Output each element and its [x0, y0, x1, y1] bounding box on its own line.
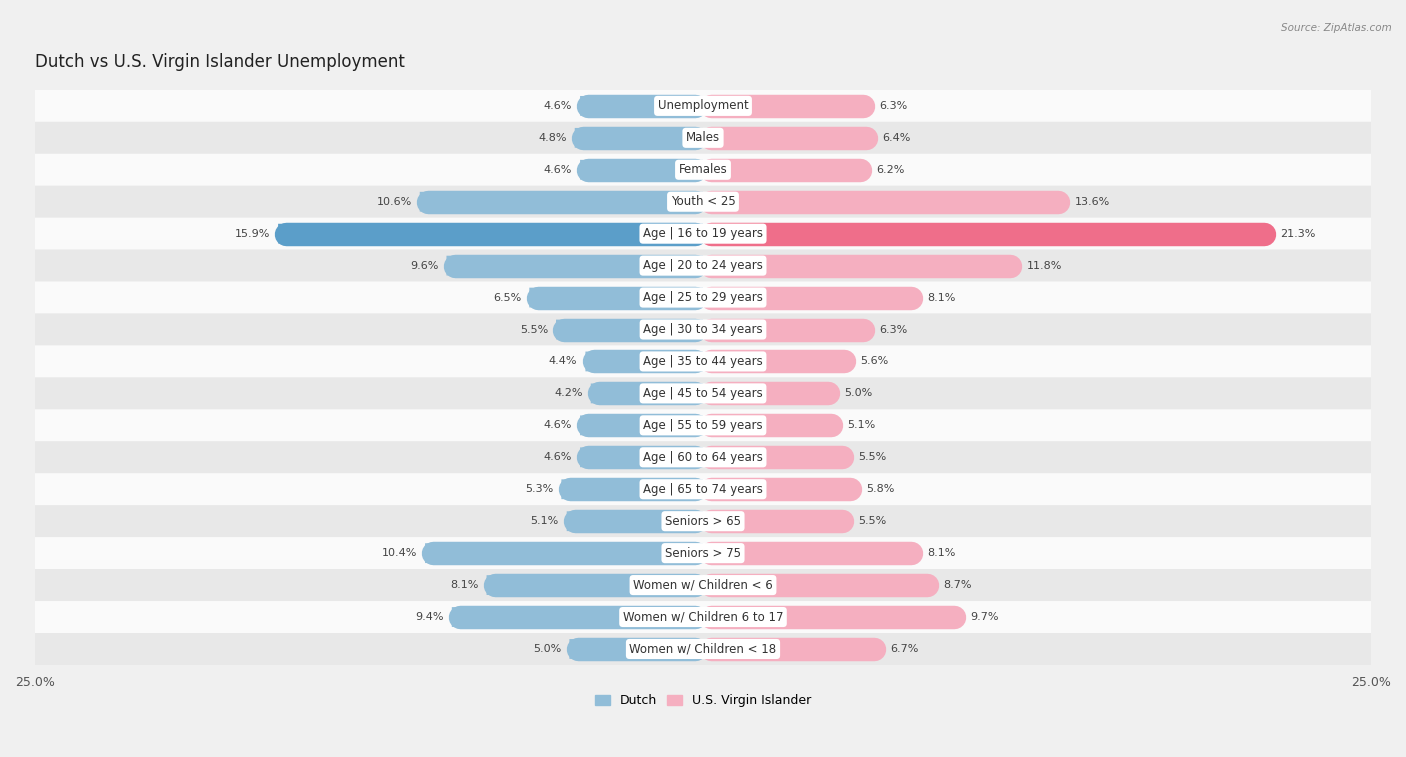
- FancyBboxPatch shape: [35, 505, 1371, 537]
- Text: 8.7%: 8.7%: [943, 580, 972, 590]
- Text: 10.6%: 10.6%: [377, 197, 412, 207]
- Text: 5.1%: 5.1%: [530, 516, 558, 526]
- Text: Age | 45 to 54 years: Age | 45 to 54 years: [643, 387, 763, 400]
- Text: 21.3%: 21.3%: [1281, 229, 1316, 238]
- Text: 11.8%: 11.8%: [1026, 260, 1062, 270]
- Text: Age | 16 to 19 years: Age | 16 to 19 years: [643, 227, 763, 240]
- Text: 4.6%: 4.6%: [544, 165, 572, 175]
- Text: Females: Females: [679, 164, 727, 176]
- Text: 8.1%: 8.1%: [928, 292, 956, 303]
- FancyBboxPatch shape: [447, 256, 703, 276]
- FancyBboxPatch shape: [35, 473, 1371, 505]
- FancyBboxPatch shape: [569, 639, 703, 659]
- Text: Age | 25 to 29 years: Age | 25 to 29 years: [643, 291, 763, 304]
- Text: 8.1%: 8.1%: [450, 580, 478, 590]
- Text: 4.4%: 4.4%: [548, 357, 578, 366]
- Text: 9.6%: 9.6%: [411, 260, 439, 270]
- Text: 15.9%: 15.9%: [235, 229, 270, 238]
- FancyBboxPatch shape: [451, 607, 703, 627]
- Text: Youth < 25: Youth < 25: [671, 195, 735, 208]
- Text: Women w/ Children 6 to 17: Women w/ Children 6 to 17: [623, 611, 783, 624]
- Text: Dutch vs U.S. Virgin Islander Unemployment: Dutch vs U.S. Virgin Islander Unemployme…: [35, 53, 405, 71]
- FancyBboxPatch shape: [35, 313, 1371, 345]
- Text: Unemployment: Unemployment: [658, 99, 748, 112]
- FancyBboxPatch shape: [35, 345, 1371, 378]
- Text: 5.6%: 5.6%: [860, 357, 889, 366]
- FancyBboxPatch shape: [581, 160, 703, 179]
- FancyBboxPatch shape: [278, 224, 703, 244]
- Text: 6.3%: 6.3%: [879, 325, 908, 335]
- Legend: Dutch, U.S. Virgin Islander: Dutch, U.S. Virgin Islander: [589, 689, 817, 712]
- Text: Women w/ Children < 6: Women w/ Children < 6: [633, 578, 773, 591]
- FancyBboxPatch shape: [425, 544, 703, 563]
- Text: 5.5%: 5.5%: [858, 452, 886, 463]
- FancyBboxPatch shape: [420, 192, 703, 212]
- FancyBboxPatch shape: [529, 288, 703, 307]
- Text: 5.3%: 5.3%: [524, 484, 554, 494]
- Text: Women w/ Children < 18: Women w/ Children < 18: [630, 643, 776, 656]
- FancyBboxPatch shape: [567, 511, 703, 531]
- Text: 5.5%: 5.5%: [858, 516, 886, 526]
- Text: 5.1%: 5.1%: [848, 420, 876, 430]
- Text: Age | 55 to 59 years: Age | 55 to 59 years: [643, 419, 763, 431]
- FancyBboxPatch shape: [555, 319, 703, 339]
- FancyBboxPatch shape: [35, 154, 1371, 185]
- Text: 9.7%: 9.7%: [970, 612, 998, 622]
- FancyBboxPatch shape: [35, 90, 1371, 122]
- Text: Source: ZipAtlas.com: Source: ZipAtlas.com: [1281, 23, 1392, 33]
- Text: Age | 35 to 44 years: Age | 35 to 44 years: [643, 355, 763, 368]
- FancyBboxPatch shape: [35, 601, 1371, 633]
- FancyBboxPatch shape: [35, 282, 1371, 313]
- Text: 6.3%: 6.3%: [879, 101, 908, 111]
- Text: 6.7%: 6.7%: [890, 644, 918, 654]
- Text: 13.6%: 13.6%: [1074, 197, 1109, 207]
- FancyBboxPatch shape: [35, 569, 1371, 601]
- FancyBboxPatch shape: [575, 128, 703, 148]
- Text: 5.0%: 5.0%: [533, 644, 561, 654]
- FancyBboxPatch shape: [35, 537, 1371, 569]
- Text: 5.8%: 5.8%: [866, 484, 894, 494]
- Text: 4.6%: 4.6%: [544, 101, 572, 111]
- Text: Age | 65 to 74 years: Age | 65 to 74 years: [643, 483, 763, 496]
- FancyBboxPatch shape: [581, 96, 703, 116]
- Text: 6.2%: 6.2%: [877, 165, 905, 175]
- FancyBboxPatch shape: [585, 351, 703, 372]
- Text: Age | 20 to 24 years: Age | 20 to 24 years: [643, 259, 763, 272]
- FancyBboxPatch shape: [561, 479, 703, 499]
- Text: 4.2%: 4.2%: [554, 388, 582, 398]
- FancyBboxPatch shape: [35, 378, 1371, 410]
- Text: Seniors > 75: Seniors > 75: [665, 547, 741, 559]
- Text: 9.4%: 9.4%: [415, 612, 444, 622]
- Text: 8.1%: 8.1%: [928, 548, 956, 558]
- Text: 4.8%: 4.8%: [538, 132, 567, 143]
- Text: 6.5%: 6.5%: [494, 292, 522, 303]
- Text: 6.4%: 6.4%: [882, 132, 911, 143]
- FancyBboxPatch shape: [35, 410, 1371, 441]
- Text: Age | 60 to 64 years: Age | 60 to 64 years: [643, 451, 763, 464]
- Text: 5.0%: 5.0%: [845, 388, 873, 398]
- FancyBboxPatch shape: [35, 122, 1371, 154]
- Text: 4.6%: 4.6%: [544, 420, 572, 430]
- Text: 5.5%: 5.5%: [520, 325, 548, 335]
- FancyBboxPatch shape: [35, 633, 1371, 665]
- FancyBboxPatch shape: [591, 384, 703, 403]
- FancyBboxPatch shape: [35, 185, 1371, 218]
- FancyBboxPatch shape: [581, 447, 703, 467]
- Text: Age | 30 to 34 years: Age | 30 to 34 years: [643, 323, 763, 336]
- Text: Seniors > 65: Seniors > 65: [665, 515, 741, 528]
- Text: Males: Males: [686, 131, 720, 145]
- Text: 4.6%: 4.6%: [544, 452, 572, 463]
- FancyBboxPatch shape: [581, 416, 703, 435]
- FancyBboxPatch shape: [486, 575, 703, 595]
- Text: 10.4%: 10.4%: [381, 548, 418, 558]
- FancyBboxPatch shape: [35, 218, 1371, 250]
- FancyBboxPatch shape: [35, 441, 1371, 473]
- FancyBboxPatch shape: [35, 250, 1371, 282]
